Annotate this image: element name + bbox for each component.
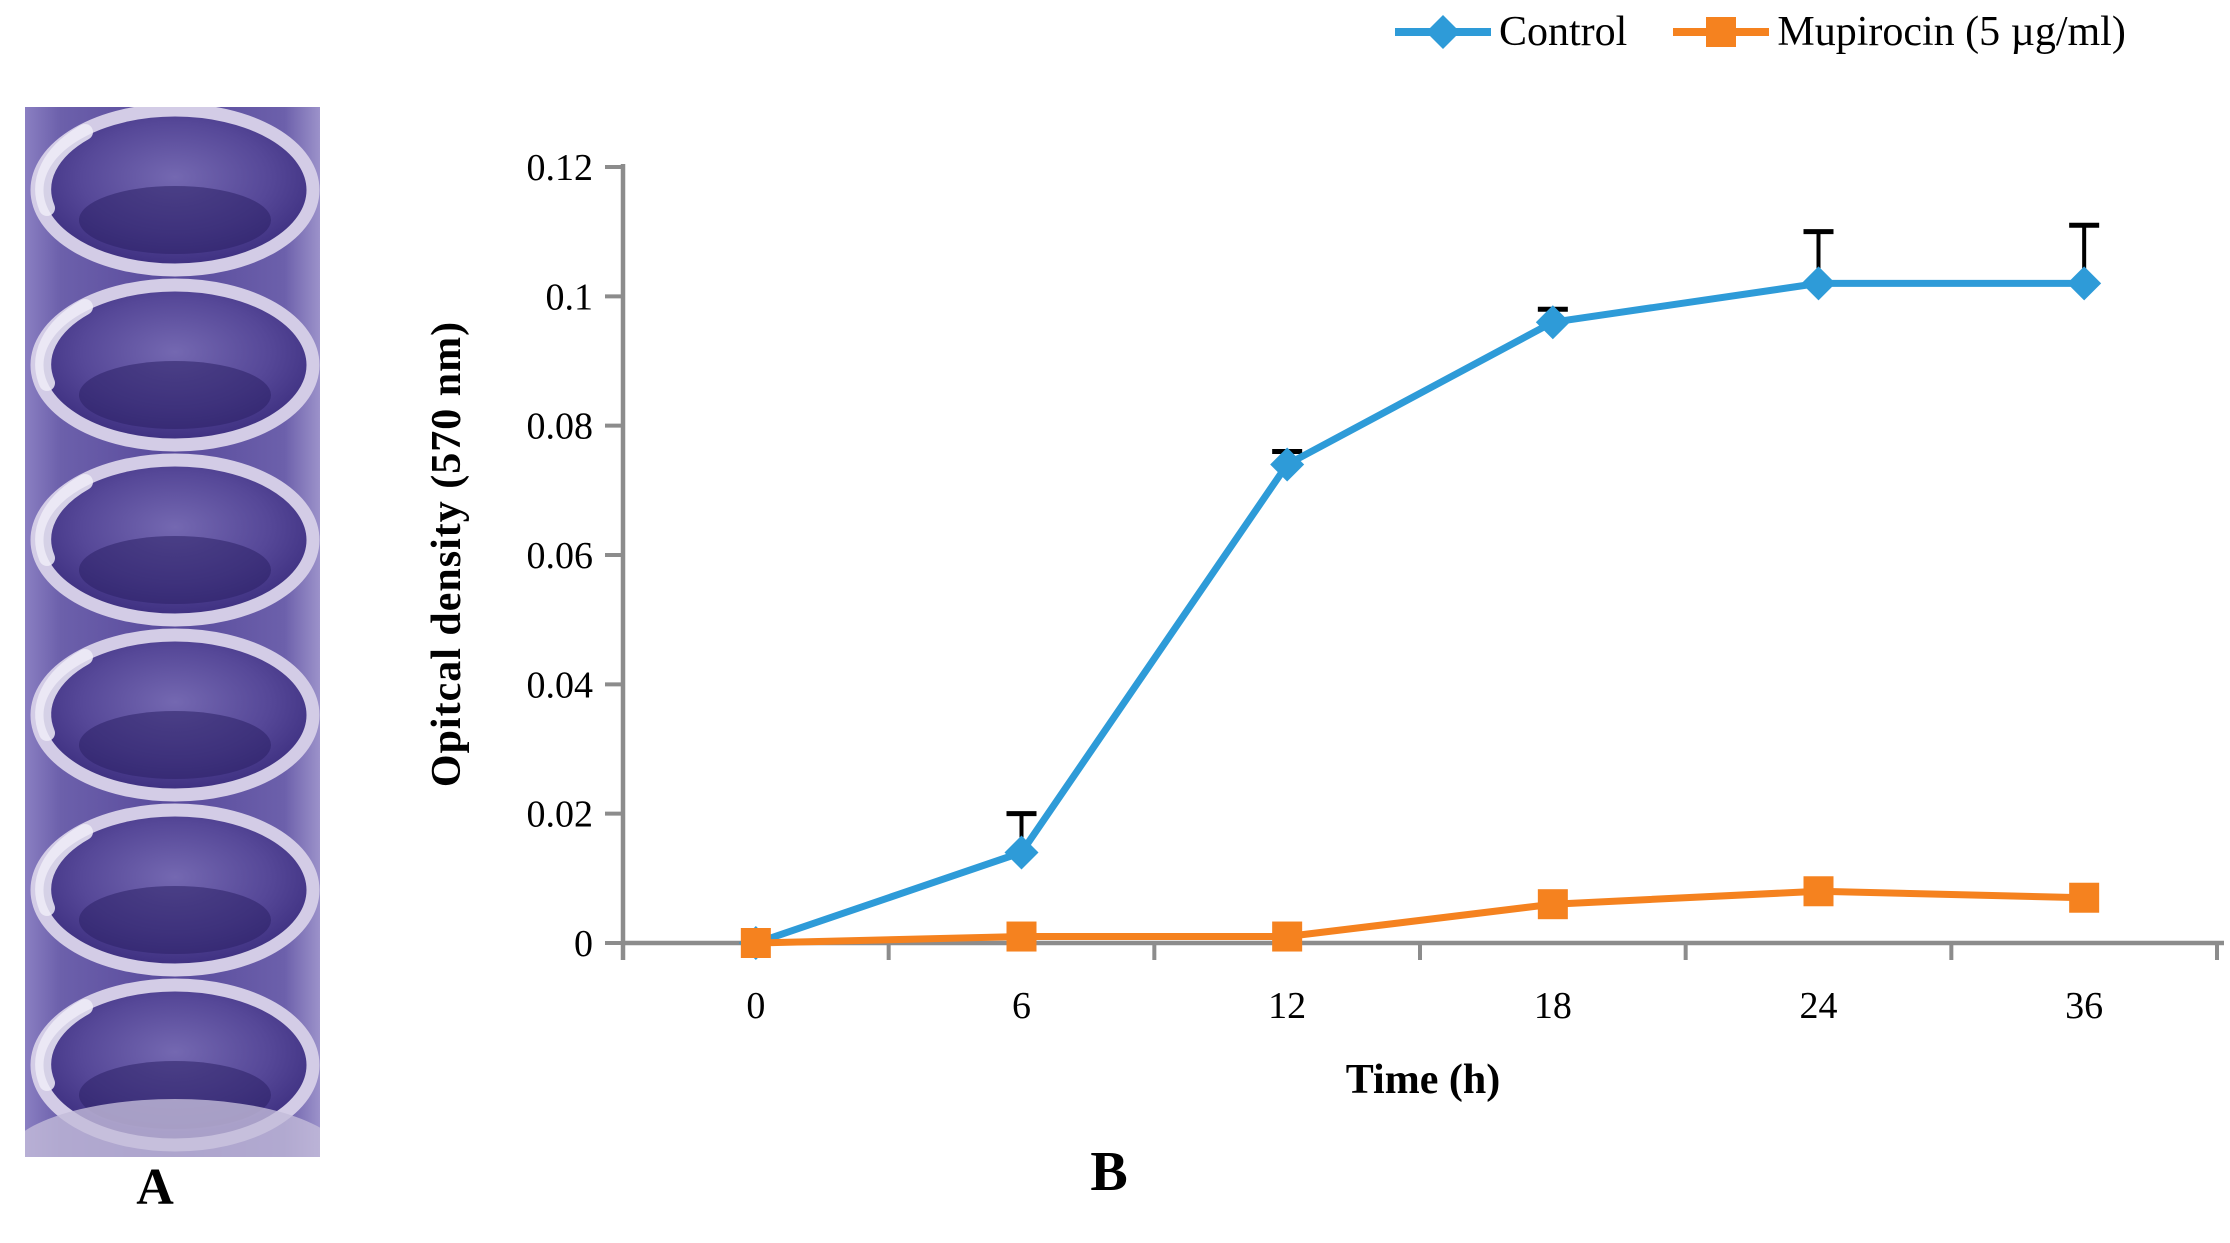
y-axis-title: Opitcal density (570 nm) bbox=[424, 320, 470, 788]
control-line-diamond-icon bbox=[1395, 15, 1491, 49]
data-point-marker bbox=[1006, 921, 1037, 952]
x-tick-label: 24 bbox=[1800, 985, 1838, 1027]
data-point-marker bbox=[1004, 835, 1039, 870]
photo-bottom-highlight bbox=[25, 1099, 320, 1157]
data-point-marker bbox=[1535, 305, 1570, 340]
x-tick-label: 18 bbox=[1534, 985, 1572, 1027]
y-tick-label: 0.08 bbox=[527, 406, 594, 448]
stained-wells bbox=[30, 107, 320, 1152]
data-point-marker bbox=[1801, 266, 1836, 301]
well-rim-highlight bbox=[35, 824, 93, 916]
series-line-0 bbox=[752, 279, 2088, 947]
series-line-1 bbox=[752, 887, 2088, 947]
data-point-marker bbox=[1270, 447, 1305, 482]
data-point-marker bbox=[1537, 889, 1568, 920]
legend-item-control: Control bbox=[1393, 8, 1627, 56]
panel-a-label: A bbox=[136, 1159, 174, 1216]
mupirocin-line-square-icon bbox=[1673, 17, 1770, 47]
well-shadow bbox=[79, 186, 271, 254]
legend-label-mupirocin: Mupirocin (5 µg/ml) bbox=[1777, 9, 2126, 55]
x-tick-label: 6 bbox=[1012, 985, 1031, 1027]
well-shadow bbox=[79, 361, 271, 429]
well-shadow bbox=[79, 536, 271, 604]
x-tick-label: 36 bbox=[2065, 985, 2103, 1027]
data-point-marker bbox=[1272, 921, 1303, 952]
legend-item-mupirocin: Mupirocin (5 µg/ml) bbox=[1671, 8, 2126, 56]
well-rim-highlight bbox=[35, 124, 93, 216]
y-tick-label: 0.12 bbox=[527, 147, 594, 189]
data-point-marker bbox=[2069, 882, 2100, 913]
biofilm-photo bbox=[25, 107, 320, 1157]
data-point-marker bbox=[1803, 876, 1834, 907]
x-axis-title: Time (h) bbox=[1345, 1057, 1501, 1103]
well-rim-highlight bbox=[35, 649, 93, 741]
legend-label-control: Control bbox=[1499, 9, 1628, 55]
y-tick-label: 0.02 bbox=[527, 794, 594, 836]
well-rim-highlight bbox=[35, 299, 93, 391]
well-rim-highlight bbox=[35, 999, 93, 1091]
y-tick-label: 0 bbox=[574, 923, 593, 965]
well-shadow bbox=[79, 711, 271, 779]
x-tick-label: 0 bbox=[746, 985, 765, 1027]
y-tick-label: 0.1 bbox=[546, 276, 594, 318]
chart-legend: Control Mupirocin (5 µg/ml) bbox=[1393, 8, 2126, 56]
data-point-marker bbox=[740, 928, 771, 958]
data-point-marker bbox=[2067, 266, 2102, 301]
well-rim-highlight bbox=[35, 474, 93, 566]
well-shadow bbox=[79, 886, 271, 954]
y-tick-label: 0.06 bbox=[527, 535, 594, 577]
panel-b-label: B bbox=[1090, 1141, 1128, 1203]
y-tick-label: 0.04 bbox=[527, 664, 594, 706]
x-tick-label: 12 bbox=[1268, 985, 1306, 1027]
